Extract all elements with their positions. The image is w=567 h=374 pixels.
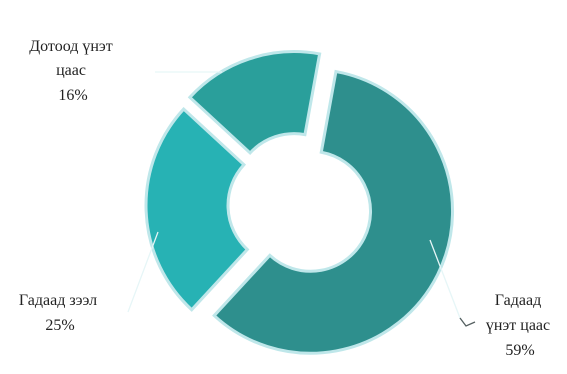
leader-line-foreign-securities-tail — [459, 317, 476, 327]
donut-slices — [144, 50, 455, 355]
slice-value-domestic-securities: 16% — [58, 87, 87, 104]
slice-value-foreign-loan: 25% — [45, 317, 74, 334]
slice-label-domestic-securities-line1: Дотоод үнэт — [29, 38, 113, 55]
slice-label-foreign-securities: Гадаад үнэт цаас 59% — [486, 292, 554, 359]
leader-line-foreign-securities-inner — [429, 239, 467, 327]
slice-foreign-securities — [212, 69, 455, 355]
slice-label-domestic-securities: Дотоод үнэт цаас 16% — [29, 38, 117, 104]
leader-lines — [127, 71, 476, 327]
slice-label-foreign-loan: Гадаад зээл 25% — [19, 292, 101, 334]
slice-label-domestic-securities-line2: цаас — [56, 62, 86, 79]
slice-label-foreign-securities-line1: Гадаад — [495, 292, 541, 309]
slice-foreign-loan — [144, 106, 250, 312]
slice-label-foreign-securities-line2: үнэт цаас — [486, 317, 550, 334]
leader-line-foreign-loan — [127, 231, 159, 313]
slice-label-foreign-loan-line1: Гадаад зээл — [19, 292, 97, 309]
slice-value-foreign-securities: 59% — [505, 342, 534, 359]
